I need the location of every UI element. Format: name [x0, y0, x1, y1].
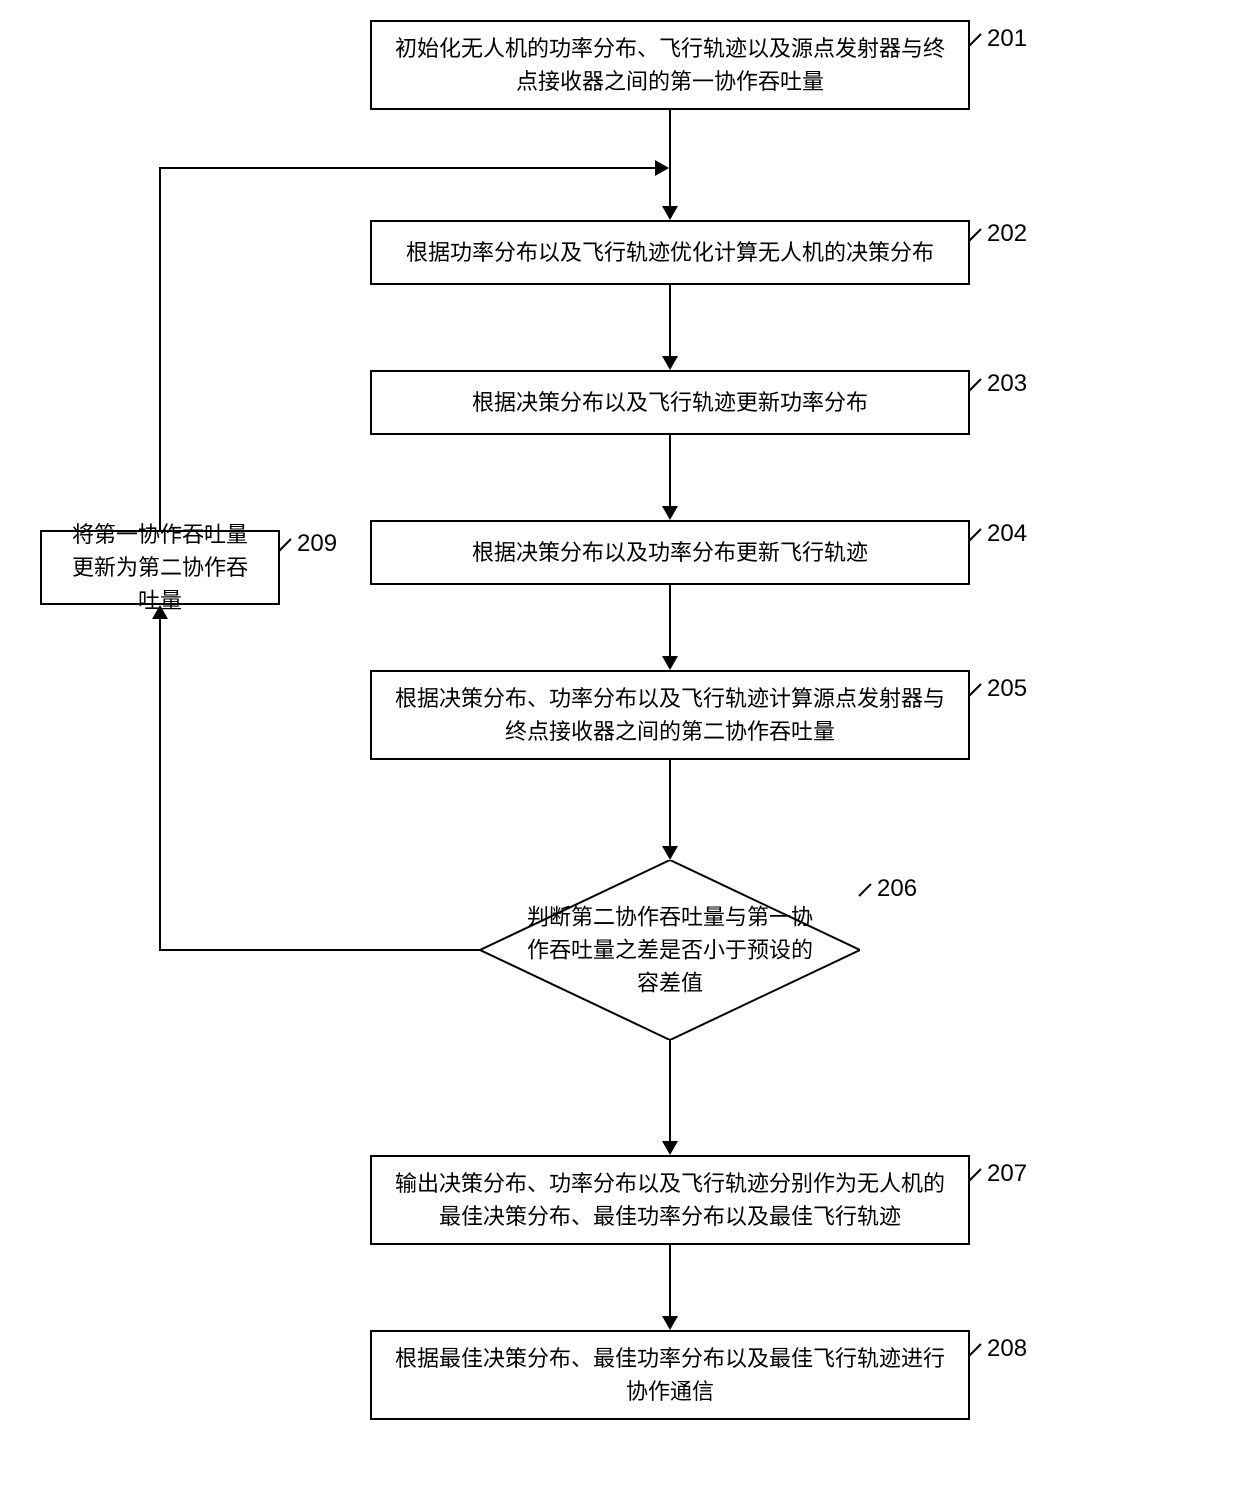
arrow-206-209-v: [159, 619, 161, 951]
label-line-202: [965, 225, 985, 245]
arrowhead-201-202: [662, 206, 678, 220]
label-line-204: [965, 525, 985, 545]
node-209: 将第一协作吞吐量更新为第二协作吞吐量: [40, 530, 280, 605]
label-202: 202: [987, 220, 1027, 248]
node-207-text: 输出决策分布、功率分布以及飞行轨迹分别作为无人机的最佳决策分布、最佳功率分布以及…: [392, 1167, 948, 1233]
arrow-202-203: [669, 285, 671, 358]
label-203: 203: [987, 370, 1027, 398]
arrow-206-207: [669, 1040, 671, 1143]
label-201: 201: [987, 25, 1027, 53]
arrow-203-204: [669, 435, 671, 508]
node-208: 根据最佳决策分布、最佳功率分布以及最佳飞行轨迹进行协作通信: [370, 1330, 970, 1420]
arrow-204-205: [669, 585, 671, 658]
flowchart-container: 初始化无人机的功率分布、飞行轨迹以及源点发射器与终点接收器之间的第一协作吞吐量 …: [0, 0, 1240, 1511]
node-209-text: 将第一协作吞吐量更新为第二协作吞吐量: [62, 518, 258, 617]
label-207: 207: [987, 1160, 1027, 1188]
arrow-209-merge-h: [159, 167, 657, 169]
label-208: 208: [987, 1335, 1027, 1363]
arrowhead-202-203: [662, 356, 678, 370]
label-line-206: [855, 880, 875, 900]
node-203-text: 根据决策分布以及飞行轨迹更新功率分布: [472, 386, 868, 419]
node-206-text: 判断第二协作吞吐量与第一协作吞吐量之差是否小于预设的容差值: [518, 901, 822, 1000]
node-201: 初始化无人机的功率分布、飞行轨迹以及源点发射器与终点接收器之间的第一协作吞吐量: [370, 20, 970, 110]
node-202-text: 根据功率分布以及飞行轨迹优化计算无人机的决策分布: [406, 236, 934, 269]
node-201-text: 初始化无人机的功率分布、飞行轨迹以及源点发射器与终点接收器之间的第一协作吞吐量: [392, 32, 948, 98]
node-206: 判断第二协作吞吐量与第一协作吞吐量之差是否小于预设的容差值: [480, 860, 860, 1040]
arrow-207-208: [669, 1245, 671, 1318]
arrowhead-207-208: [662, 1316, 678, 1330]
label-line-207: [965, 1165, 985, 1185]
label-line-203: [965, 375, 985, 395]
node-205: 根据决策分布、功率分布以及飞行轨迹计算源点发射器与终点接收器之间的第二协作吞吐量: [370, 670, 970, 760]
arrowhead-205-206: [662, 846, 678, 860]
node-204-text: 根据决策分布以及功率分布更新飞行轨迹: [472, 536, 868, 569]
node-207: 输出决策分布、功率分布以及飞行轨迹分别作为无人机的最佳决策分布、最佳功率分布以及…: [370, 1155, 970, 1245]
arrow-206-209-h: [160, 949, 480, 951]
label-206: 206: [877, 875, 917, 903]
label-line-205: [965, 680, 985, 700]
arrowhead-204-205: [662, 656, 678, 670]
arrow-205-206: [669, 760, 671, 848]
arrowhead-209-merge: [655, 160, 669, 176]
arrowhead-206-209: [152, 605, 168, 619]
label-204: 204: [987, 520, 1027, 548]
node-208-text: 根据最佳决策分布、最佳功率分布以及最佳飞行轨迹进行协作通信: [392, 1342, 948, 1408]
arrow-209-merge-v: [159, 168, 161, 530]
label-line-209: [275, 535, 295, 555]
arrow-201-202: [669, 110, 671, 208]
node-205-text: 根据决策分布、功率分布以及飞行轨迹计算源点发射器与终点接收器之间的第二协作吞吐量: [392, 682, 948, 748]
arrowhead-203-204: [662, 506, 678, 520]
label-205: 205: [987, 675, 1027, 703]
label-line-201: [965, 30, 985, 50]
node-202: 根据功率分布以及飞行轨迹优化计算无人机的决策分布: [370, 220, 970, 285]
label-209: 209: [297, 530, 337, 558]
label-line-208: [965, 1340, 985, 1360]
arrowhead-206-207: [662, 1141, 678, 1155]
node-203: 根据决策分布以及飞行轨迹更新功率分布: [370, 370, 970, 435]
node-204: 根据决策分布以及功率分布更新飞行轨迹: [370, 520, 970, 585]
